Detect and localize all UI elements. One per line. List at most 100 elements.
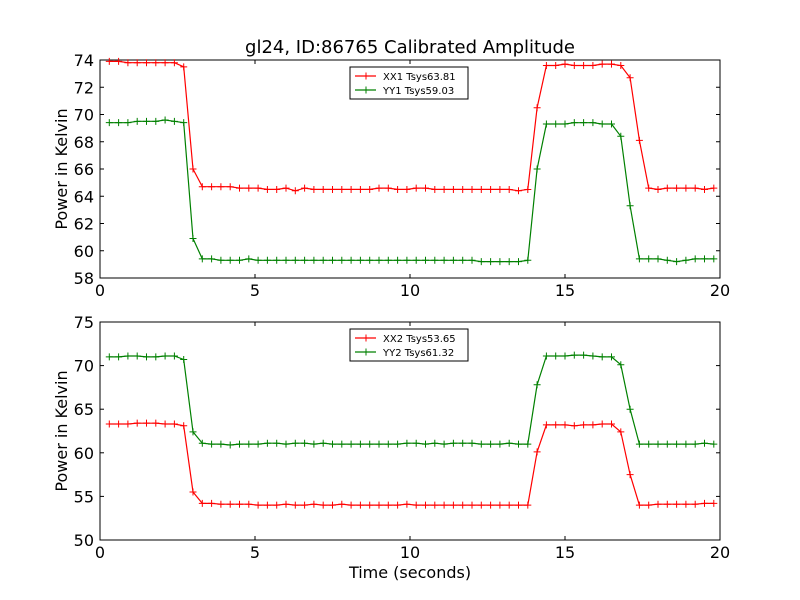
data-point-marker — [468, 256, 476, 264]
data-point-marker — [198, 499, 206, 507]
data-point-marker — [561, 421, 569, 429]
data-point-marker — [449, 256, 457, 264]
data-point-marker — [301, 184, 309, 192]
data-point-marker — [403, 185, 411, 193]
data-point-marker — [654, 440, 662, 448]
data-point-marker — [449, 501, 457, 509]
x-tick-label: 5 — [250, 543, 260, 562]
legend-box — [349, 328, 469, 362]
data-point-marker — [115, 57, 123, 65]
data-point-marker — [477, 258, 485, 266]
data-point-marker — [682, 440, 690, 448]
data-point-marker — [412, 256, 420, 264]
series-0 — [105, 57, 718, 195]
data-point-marker — [263, 439, 271, 447]
data-point-marker — [310, 500, 318, 508]
data-point-marker — [663, 256, 671, 264]
data-point-marker — [217, 440, 225, 448]
data-point-marker — [301, 501, 309, 509]
data-point-marker — [542, 120, 550, 128]
data-point-marker — [617, 132, 625, 140]
legend-swatch-marker — [362, 334, 370, 342]
series-0 — [105, 419, 718, 509]
data-point-marker — [598, 120, 606, 128]
data-point-marker — [412, 184, 420, 192]
data-point-marker — [198, 439, 206, 447]
data-point-marker — [459, 439, 467, 447]
data-point-marker — [236, 184, 243, 192]
data-point-marker — [691, 184, 699, 192]
data-point-marker — [673, 440, 681, 448]
data-point-marker — [440, 440, 448, 448]
data-point-marker — [608, 353, 615, 361]
data-point-marker — [449, 439, 457, 447]
data-point-marker — [124, 119, 132, 127]
data-point-marker — [589, 421, 597, 429]
data-point-marker — [449, 185, 457, 193]
data-point-marker — [459, 501, 467, 509]
y-tick-label: 70 — [74, 106, 94, 125]
data-point-marker — [208, 440, 216, 448]
data-point-marker — [329, 185, 336, 193]
y-tick-label: 55 — [74, 487, 94, 506]
data-point-marker — [533, 104, 541, 112]
data-point-marker — [422, 184, 429, 192]
y-tick-label: 64 — [74, 187, 94, 206]
data-point-marker — [226, 441, 234, 449]
data-point-marker — [412, 439, 420, 447]
data-point-marker — [226, 500, 234, 508]
data-point-marker — [394, 185, 402, 193]
data-point-marker — [552, 61, 560, 69]
data-point-marker — [561, 120, 569, 128]
data-point-marker — [375, 501, 383, 509]
data-point-marker — [552, 421, 560, 429]
data-point-marker — [347, 440, 355, 448]
data-point-marker — [570, 61, 578, 69]
data-point-marker — [384, 184, 392, 192]
data-point-marker — [682, 500, 690, 508]
data-point-marker — [440, 256, 448, 264]
data-point-marker — [263, 501, 271, 509]
data-point-marker — [468, 185, 476, 193]
data-point-marker — [226, 256, 234, 264]
data-point-marker — [431, 185, 439, 193]
x-tick-label: 10 — [400, 543, 420, 562]
data-point-marker — [403, 439, 411, 447]
data-point-marker — [226, 183, 234, 191]
data-point-marker — [189, 488, 197, 496]
y-tick-label: 74 — [74, 51, 94, 70]
data-point-marker — [254, 501, 262, 509]
data-point-marker — [710, 184, 718, 192]
data-point-marker — [245, 184, 253, 192]
data-point-marker — [329, 440, 336, 448]
data-point-marker — [496, 185, 504, 193]
data-point-marker — [487, 501, 495, 509]
data-point-marker — [673, 500, 681, 508]
data-point-marker — [170, 420, 178, 428]
data-point-marker — [254, 184, 262, 192]
data-point-marker — [561, 60, 569, 68]
data-point-marker — [524, 440, 532, 448]
data-point-marker — [654, 500, 662, 508]
data-point-marker — [180, 422, 188, 430]
data-point-marker — [570, 422, 578, 430]
data-point-marker — [161, 116, 169, 124]
data-point-marker — [459, 185, 467, 193]
x-axis-label: Time (seconds) — [348, 563, 471, 582]
data-point-marker — [533, 165, 541, 173]
data-point-marker — [608, 60, 615, 68]
data-point-marker — [384, 501, 392, 509]
data-point-marker — [570, 351, 578, 359]
data-point-marker — [598, 60, 606, 68]
data-point-marker — [505, 185, 513, 193]
data-point-marker — [691, 255, 699, 263]
data-point-marker — [105, 119, 113, 127]
data-point-marker — [254, 256, 262, 264]
data-point-marker — [663, 184, 671, 192]
x-tick-label: 0 — [95, 281, 105, 300]
data-point-marker — [654, 185, 662, 193]
data-point-marker — [189, 165, 197, 173]
data-point-marker — [217, 500, 225, 508]
data-point-marker — [254, 440, 262, 448]
